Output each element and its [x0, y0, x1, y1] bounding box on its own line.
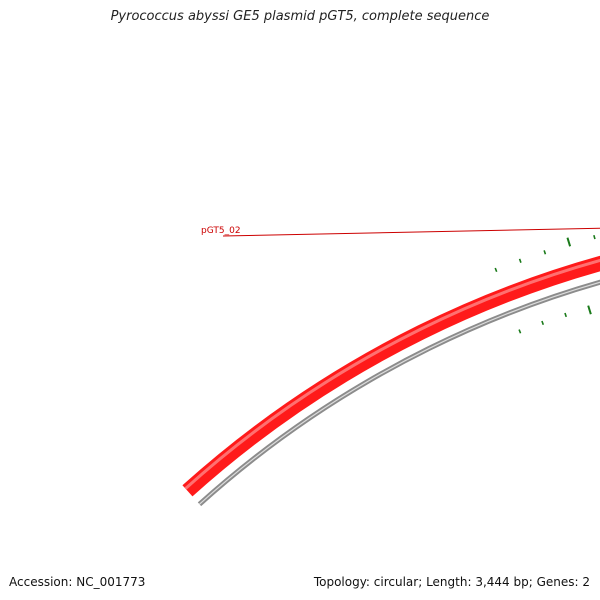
accession-text: Accession: NC_001773: [9, 575, 146, 589]
outer-minor-tick: [518, 258, 522, 263]
topology-summary: Topology: circular; Length: 3,444 bp; Ge…: [313, 575, 590, 589]
outer-tick-marks: [494, 234, 596, 273]
outer-major-tick: [566, 237, 572, 247]
inner-minor-tick: [541, 320, 545, 326]
inner-tick-marks: [518, 305, 592, 334]
outer-minor-tick: [593, 234, 596, 240]
gene-feature-pgt5-02[interactable]: [182, 225, 600, 497]
gene-label-leader: [222, 227, 600, 237]
outer-minor-tick: [543, 250, 547, 255]
plasmid-backbone-highlight: [199, 281, 600, 505]
inner-minor-tick: [564, 312, 567, 318]
map-title: Pyrococcus abyssi GE5 plasmid pGT5, comp…: [110, 9, 490, 24]
gene-label-pgt5-02[interactable]: pGT5_02: [201, 226, 241, 236]
gene-feature-highlight: [184, 258, 600, 490]
inner-major-tick: [587, 305, 592, 315]
outer-minor-tick: [494, 267, 498, 273]
inner-minor-tick: [518, 329, 522, 334]
